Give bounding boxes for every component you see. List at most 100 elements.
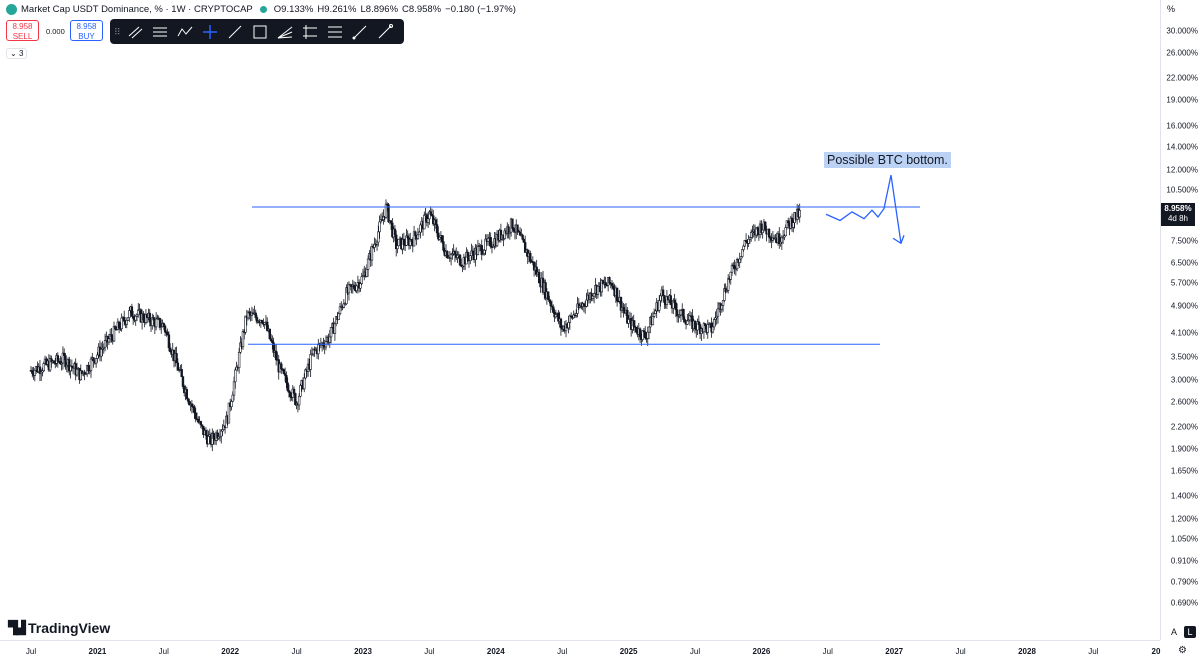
candle-body (723, 288, 726, 301)
candle-body (521, 234, 524, 240)
candle-body (120, 317, 123, 330)
log-scale-button[interactable]: L (1184, 626, 1196, 638)
candle-body (414, 231, 417, 237)
candle-body (663, 295, 666, 303)
candle-body (440, 235, 444, 242)
candle-body (92, 357, 95, 362)
price-tick-label: 7.500% (1170, 236, 1198, 246)
candle-body (511, 218, 514, 229)
sell-button[interactable]: 8.958 SELL (6, 20, 39, 41)
candle-body (241, 331, 245, 348)
parallel-channel-icon[interactable] (123, 21, 147, 43)
candle-body (337, 313, 340, 321)
candle-body (661, 289, 665, 296)
candle-body (148, 312, 151, 323)
candle-body (151, 317, 154, 326)
price-tick-label: 1.200% (1170, 514, 1198, 524)
candle-body (423, 214, 426, 230)
candle-body (633, 325, 637, 328)
candle-body (303, 377, 306, 390)
candle-body (437, 232, 440, 240)
price-tick-label: 1.400% (1170, 491, 1198, 501)
candle-body (646, 331, 649, 339)
candle-body (56, 355, 60, 362)
bar-countdown: 4d 8h (1167, 214, 1189, 224)
price-tick-label: 3.000% (1170, 375, 1198, 385)
long-position-icon[interactable] (348, 21, 372, 43)
time-tick-label: 2021 (88, 647, 107, 656)
auto-scale-button[interactable]: A (1170, 627, 1177, 637)
time-tick-label: 2024 (486, 647, 505, 656)
candle-body (704, 323, 707, 327)
price-chart[interactable] (0, 0, 1160, 640)
candle-body (596, 285, 600, 295)
fan-icon[interactable] (273, 21, 297, 43)
ohlc-low: L8.896% (360, 4, 399, 15)
price-tick-label: 6.500% (1170, 258, 1198, 268)
indicators-toggle[interactable]: ⌄ 3 (6, 48, 28, 59)
candle-body (792, 222, 795, 228)
price-tick-label: 14.000% (1166, 142, 1198, 152)
candle-body (429, 211, 432, 215)
market-status-icon (259, 6, 267, 13)
candle-body (289, 392, 292, 397)
crosshair-icon[interactable] (198, 21, 222, 43)
candle-body (286, 382, 289, 391)
candle-body (654, 310, 657, 314)
trend-line-icon[interactable] (223, 21, 247, 43)
candle-body (328, 336, 331, 343)
candle-body (292, 388, 296, 394)
candle-body (393, 228, 397, 236)
candle-body (669, 295, 672, 305)
price-tick-label: 22.000% (1166, 73, 1198, 83)
buy-label: BUY (78, 32, 95, 41)
candle-body (345, 287, 348, 305)
candle-body (33, 369, 37, 376)
projection-path[interactable] (825, 174, 902, 244)
buy-button[interactable]: 8.958 BUY (70, 20, 103, 41)
gann-box-icon[interactable] (298, 21, 322, 43)
drag-handle-icon[interactable]: ⠿ (114, 26, 121, 37)
candle-body (548, 299, 551, 302)
price-axis[interactable]: % 30.000% 26.000% 22.000% 19.000% 16.000% 14.… (1160, 0, 1200, 640)
price-tick-label: 26.000% (1166, 48, 1198, 58)
candle-body (466, 251, 469, 258)
price-tick-label: 5.700% (1170, 278, 1198, 288)
last-price-label: 8.958% 4d 8h (1161, 203, 1195, 227)
candle-body (507, 226, 510, 234)
sell-price: 8.958 (12, 22, 33, 31)
candle-body (742, 245, 745, 250)
candle-body (282, 369, 286, 374)
ray-icon[interactable] (373, 21, 397, 43)
candle-body (608, 277, 611, 284)
regression-icon[interactable] (323, 21, 347, 43)
settings-gear-icon[interactable]: ⚙ (1178, 645, 1187, 656)
time-tick-label: 2028 (1018, 647, 1036, 656)
candle-body (384, 203, 388, 218)
path-icon[interactable] (173, 21, 197, 43)
candle-body (185, 389, 188, 400)
tradingview-logo[interactable]: ▜▟ TradingView (8, 620, 110, 636)
candle-body (567, 322, 570, 329)
candle-body (675, 309, 679, 317)
time-axis[interactable]: Jul 2021 Jul 2022 Jul 2023 Jul 2024 Jul 2025 Jul 20… (0, 640, 1160, 661)
candle-body (476, 246, 480, 256)
candle-body (31, 370, 34, 374)
candle-body (207, 436, 210, 445)
time-tick-label: Jul (25, 647, 37, 656)
candle-body (686, 320, 689, 325)
candle-body (627, 319, 630, 324)
price-tick-label: 1.050% (1170, 534, 1198, 544)
time-tick-label: Jul (822, 647, 833, 656)
candle-body (317, 344, 320, 355)
candle-body (370, 246, 374, 261)
symbol-title[interactable]: Market Cap USDT Dominance, % · 1W · CRYP… (21, 4, 253, 15)
fib-retracement-icon[interactable] (148, 21, 172, 43)
candle-body (162, 323, 165, 327)
chart-annotation[interactable]: Possible BTC bottom. (824, 152, 951, 168)
candle-body (615, 287, 619, 302)
candle-body (397, 239, 400, 247)
candle-body (68, 359, 71, 372)
rectangle-icon[interactable] (248, 21, 272, 43)
candle-body (673, 300, 676, 304)
